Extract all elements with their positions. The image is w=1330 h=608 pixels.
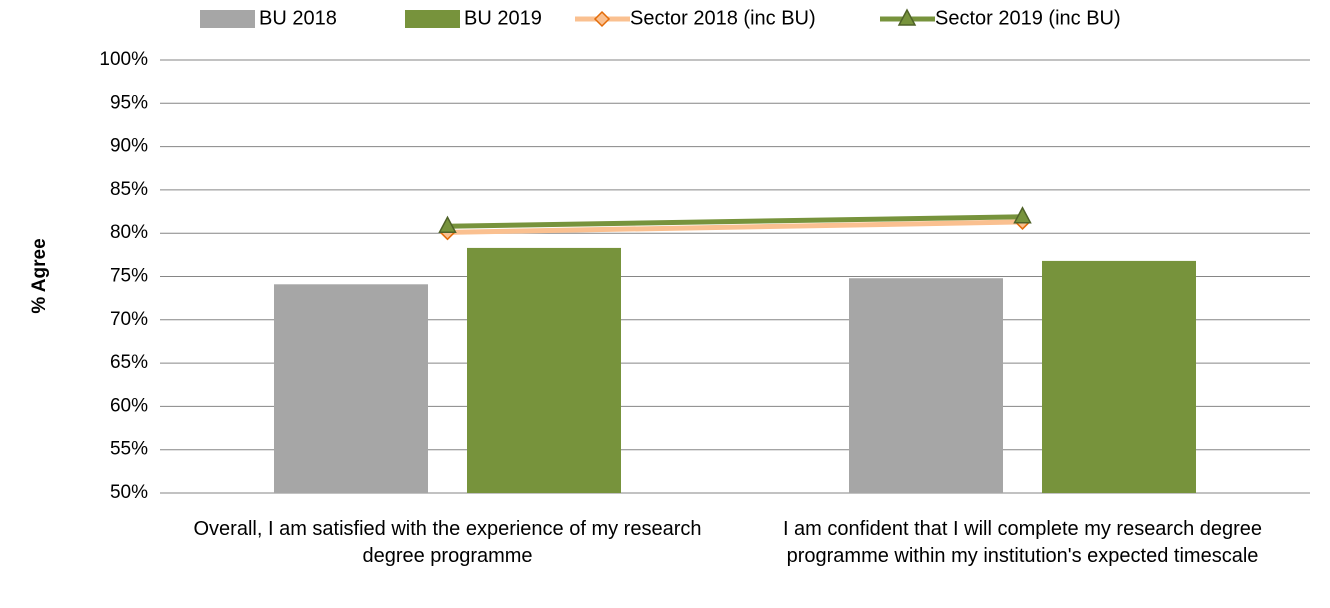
legend-label: BU 2019 bbox=[464, 7, 542, 29]
bar bbox=[849, 278, 1003, 493]
y-tick-label: 50% bbox=[110, 482, 148, 503]
y-tick-label: 85% bbox=[110, 179, 148, 200]
y-tick-label: 90% bbox=[110, 136, 148, 157]
y-tick-label: 70% bbox=[110, 309, 148, 330]
legend-label: Sector 2018 (inc BU) bbox=[630, 7, 816, 29]
y-tick-label: 55% bbox=[110, 439, 148, 460]
legend-marker bbox=[897, 8, 917, 26]
legend-swatch bbox=[200, 10, 255, 28]
y-tick-label: 95% bbox=[110, 92, 148, 113]
bar bbox=[467, 247, 621, 493]
bar bbox=[1042, 260, 1196, 493]
x-tick-label: Overall, I am satisfied with the experie… bbox=[193, 518, 702, 567]
marker bbox=[438, 215, 457, 234]
y-tick-label: 60% bbox=[110, 395, 148, 416]
legend-swatch bbox=[405, 10, 460, 28]
y-tick-label: 65% bbox=[110, 352, 148, 373]
marker bbox=[1013, 206, 1032, 224]
line bbox=[447, 219, 1023, 235]
legend-label: Sector 2019 (inc BU) bbox=[935, 7, 1121, 29]
bar bbox=[274, 284, 428, 493]
legend-marker bbox=[593, 10, 611, 28]
x-tick-label: I am confident that I will complete my r… bbox=[782, 518, 1263, 567]
legend-label: BU 2018 bbox=[259, 7, 337, 29]
y-tick-label: 80% bbox=[110, 222, 148, 243]
line bbox=[447, 214, 1023, 229]
y-axis-title: % Agree bbox=[29, 238, 50, 313]
y-tick-label: 75% bbox=[110, 266, 148, 287]
y-tick-label: 100% bbox=[99, 49, 148, 70]
